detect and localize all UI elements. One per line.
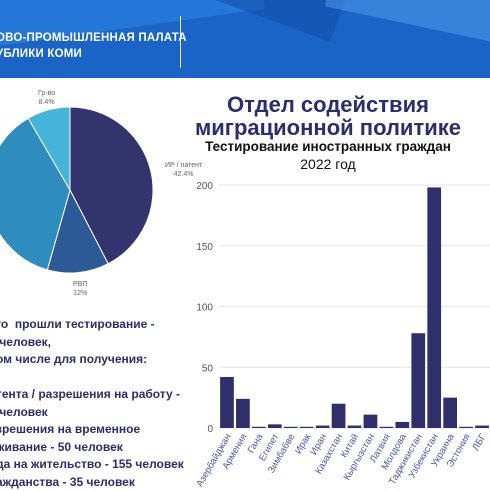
pie-label-pct: 8.4% [38, 99, 55, 106]
bar [395, 421, 410, 428]
bar [443, 397, 458, 428]
pie-chart [0, 106, 154, 274]
x-tick-label: ЛБГ [470, 432, 488, 453]
pie-label-pct: 42.4% [173, 171, 194, 178]
y-tick-label: 0 [207, 424, 213, 435]
pie-slice [0, 117, 71, 271]
bar [379, 426, 394, 428]
bar [427, 187, 442, 428]
bar [475, 425, 489, 428]
bar [459, 426, 473, 428]
bar [363, 414, 378, 428]
bar [236, 398, 250, 428]
bar [251, 426, 266, 428]
bar [315, 425, 330, 428]
pie-label-patent: ИР / патент 42.4% [165, 161, 202, 179]
pie-label-pct: 12% [73, 290, 88, 297]
bar [299, 426, 314, 428]
chart-year: 2022 год [300, 156, 356, 172]
pie-slice [27, 106, 71, 192]
test-stats-text: го прошли тестирование - человек, ом чис… [0, 317, 184, 489]
bar [220, 376, 234, 428]
chart-subtitle: Тестирование иностранных граждан [205, 139, 451, 154]
header-banner: ОВО-ПРОМЫШЛЕННАЯ ПАЛАТА УБЛИКИ КОМИ [0, 0, 490, 78]
pie-label-citizenship: Гр-во 8.4% [38, 89, 55, 107]
y-tick-label: 150 [196, 242, 213, 253]
y-tick-label: 50 [202, 363, 214, 374]
pie-label-text: Гр-во [38, 90, 56, 97]
header-divider [180, 16, 181, 68]
bar [331, 403, 346, 428]
pie-slice [69, 106, 154, 265]
pie-label-text: РВП [73, 281, 88, 288]
bar [283, 426, 298, 428]
bar-chart: 050100150200АзербайджанАрменияГанаЕгипет… [194, 181, 490, 489]
org-name: ОВО-ПРОМЫШЛЕННАЯ ПАЛАТА УБЛИКИ КОМИ [0, 32, 187, 60]
bar [347, 425, 362, 428]
pie-label-rvp: РВП 12% [73, 280, 87, 298]
bar [411, 333, 426, 428]
y-tick-label: 100 [196, 303, 213, 314]
pie-slice [46, 188, 109, 274]
pie-label-text: ИР / патент [165, 162, 203, 169]
page-title: Отдел содействия миграционной политике [195, 92, 461, 140]
bar [267, 424, 282, 428]
y-tick-label: 200 [196, 181, 213, 192]
header-decor-shape [325, 0, 490, 53]
